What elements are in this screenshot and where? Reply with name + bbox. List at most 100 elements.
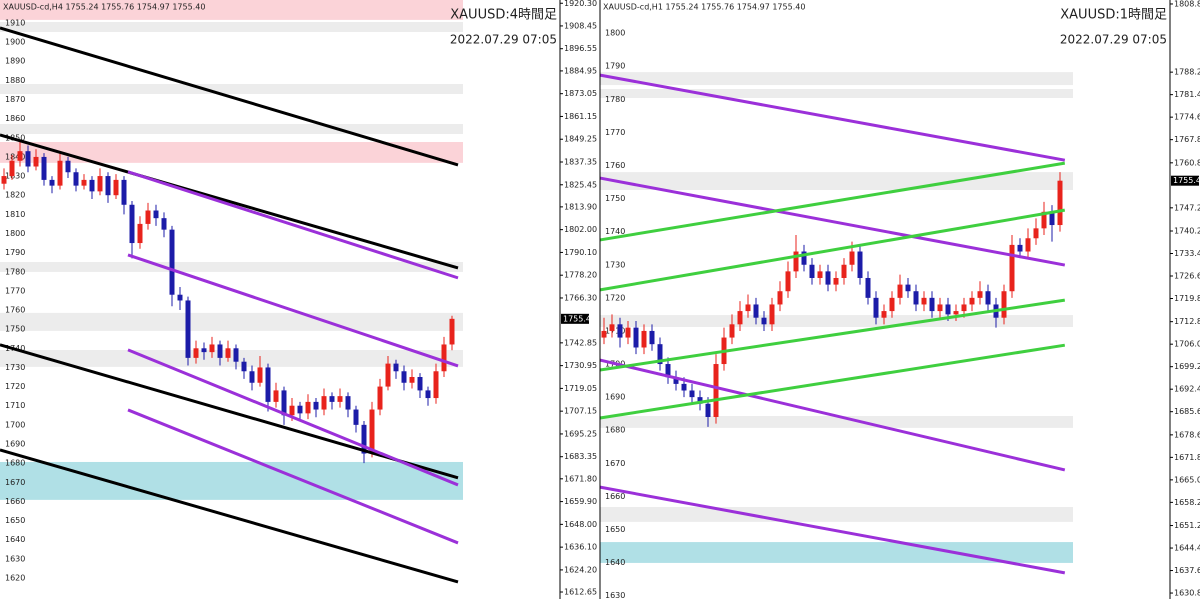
price-level-label: 1830 xyxy=(5,172,25,181)
chart-subtitle: 2022.07.29 07:05 xyxy=(450,33,557,47)
chart-panel: 1800 1790 1780 1770 1760 1750 1740 1730 1720 1710… xyxy=(599,0,1200,599)
price-level-label: 1680 xyxy=(605,426,625,435)
candle-body xyxy=(401,371,407,383)
candle-body xyxy=(961,304,967,312)
trend-line xyxy=(599,343,1066,420)
price-level-label: 1910 xyxy=(5,18,25,27)
candle-body xyxy=(449,318,455,345)
candle-body xyxy=(761,317,767,325)
axis-tick-label: 1920.30 xyxy=(564,0,597,8)
zone xyxy=(600,415,1073,428)
price-level-label: 1690 xyxy=(605,393,625,402)
price-level-label: 1700 xyxy=(5,420,25,429)
axis-tick-label: 1742.85 xyxy=(564,338,597,347)
axis-tick-label: 1624.20 xyxy=(564,565,597,574)
axis-tick-label: 1671.80 xyxy=(564,474,597,483)
axis-tick-label: 1692.40 xyxy=(1174,385,1200,394)
trend-line xyxy=(599,73,1066,162)
candle-body xyxy=(9,160,15,177)
candle-body xyxy=(913,291,919,305)
candle-body xyxy=(81,179,87,186)
candle-body xyxy=(225,348,231,358)
candle-body xyxy=(849,251,855,265)
price-level-label: 1780 xyxy=(5,267,25,276)
candle-body xyxy=(105,176,111,196)
candle-body xyxy=(33,156,39,167)
zone xyxy=(0,461,463,500)
price-level-label: 1740 xyxy=(605,227,625,236)
candle-body xyxy=(377,386,383,410)
axis-tick-label: 1808.80 xyxy=(1174,0,1200,8)
trend-line xyxy=(0,448,459,584)
candle-body xyxy=(297,405,303,414)
candle-body xyxy=(705,403,711,417)
candle-body xyxy=(345,396,351,410)
candle-body xyxy=(857,251,863,278)
candle-body xyxy=(809,264,815,278)
candle-body xyxy=(65,160,71,173)
axis-tick-label: 1802.00 xyxy=(564,225,597,234)
candle-body xyxy=(177,294,183,301)
candle-body xyxy=(865,277,871,298)
candle-body xyxy=(929,297,935,312)
candle-body xyxy=(1041,211,1047,229)
candle-body xyxy=(769,304,775,325)
axis-tick-label: 1671.80 xyxy=(1174,453,1200,462)
axis-tick-label: 1712.80 xyxy=(1174,317,1200,326)
candle-body xyxy=(49,179,55,186)
candle-body xyxy=(1001,291,1007,318)
candle-body xyxy=(897,284,903,298)
last-price-label: 1755.40 xyxy=(1173,176,1200,185)
price-level-label: 1730 xyxy=(605,260,625,269)
axis-tick-label: 1683.35 xyxy=(564,452,597,461)
candle-body xyxy=(905,284,911,292)
axis-tick-label: 1706.00 xyxy=(1174,340,1200,349)
candle-body xyxy=(17,151,23,161)
candle-body xyxy=(57,160,63,186)
trend-line xyxy=(127,408,459,545)
candle-body xyxy=(889,297,895,312)
zone xyxy=(600,89,1073,98)
candle-body xyxy=(161,218,167,230)
zone xyxy=(0,350,463,367)
candle-body xyxy=(713,364,719,417)
candle-body xyxy=(273,390,279,402)
axis-tick-label: 1908.45 xyxy=(564,21,597,30)
candle-body xyxy=(433,371,439,399)
candle-body xyxy=(441,344,447,372)
candle-body xyxy=(129,204,135,244)
trend-line xyxy=(599,176,1066,267)
axis-tick-label: 1637.60 xyxy=(1174,566,1200,575)
zone xyxy=(0,22,463,32)
candle-body xyxy=(1009,244,1015,292)
candle-body xyxy=(977,291,983,298)
trend-line xyxy=(0,26,459,167)
candle-body xyxy=(833,277,839,285)
price-level-label: 1690 xyxy=(5,439,25,448)
zone xyxy=(0,261,463,272)
candle-body xyxy=(937,304,943,312)
axis-tick-label: 1896.55 xyxy=(564,44,597,53)
axis-tick-label: 1766.30 xyxy=(564,293,597,302)
zone xyxy=(600,315,1073,327)
price-level-label: 1710 xyxy=(605,326,625,335)
candle-body xyxy=(737,311,743,325)
candle-body xyxy=(329,396,335,402)
axis-tick-label: 1612.65 xyxy=(564,588,597,597)
price-level-label: 1770 xyxy=(605,128,625,137)
candle-body xyxy=(305,401,311,414)
trend-line xyxy=(127,253,459,368)
price-level-label: 1770 xyxy=(5,286,25,295)
candle-body xyxy=(785,271,791,292)
axis-tick-label: 1651.20 xyxy=(1174,521,1200,530)
chart-header: XAUUSD-cd,H1 1755.24 1755.76 1754.97 175… xyxy=(603,3,805,12)
price-level-label: 1760 xyxy=(605,161,625,170)
axis-tick-label: 1837.35 xyxy=(564,157,597,166)
candle-body xyxy=(745,304,751,312)
candle-body xyxy=(617,324,623,338)
axis-tick-label: 1760.80 xyxy=(1174,158,1200,167)
axis-tick-label: 1707.15 xyxy=(564,407,597,416)
price-level-label: 1760 xyxy=(5,306,25,315)
candle-body xyxy=(257,367,263,383)
